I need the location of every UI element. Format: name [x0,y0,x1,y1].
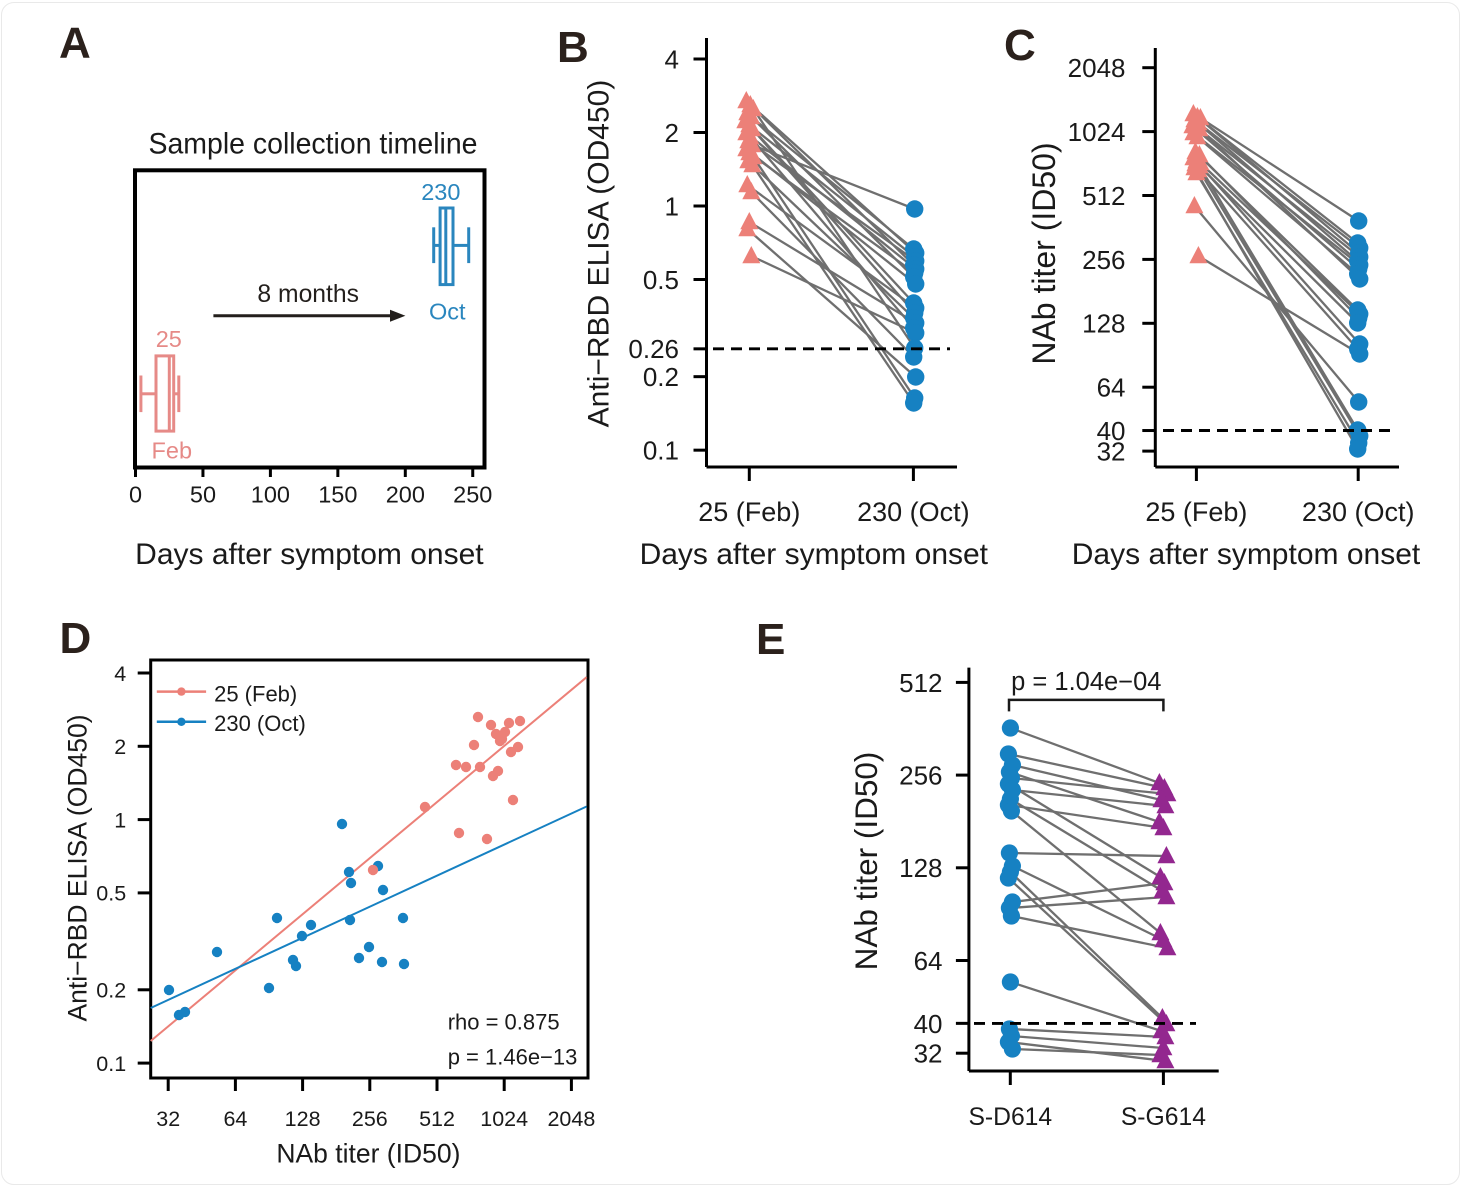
svg-text:25 (Feb): 25 (Feb) [214,682,297,707]
svg-text:200: 200 [386,482,425,508]
svg-text:64: 64 [914,946,943,976]
svg-text:512: 512 [899,668,942,698]
svg-text:512: 512 [419,1107,455,1131]
svg-text:230 (Oct): 230 (Oct) [857,497,970,527]
svg-text:2: 2 [114,735,126,759]
svg-text:32: 32 [914,1039,943,1069]
svg-text:256: 256 [899,761,942,791]
svg-text:S-G614: S-G614 [1121,1104,1206,1131]
svg-text:0.1: 0.1 [96,1052,126,1076]
svg-text:2048: 2048 [1068,53,1126,83]
svg-text:NAb titer (ID50): NAb titer (ID50) [1026,142,1062,364]
svg-text:0.2: 0.2 [643,362,679,392]
svg-text:230 (Oct): 230 (Oct) [1302,497,1415,527]
svg-text:0.5: 0.5 [643,265,679,295]
svg-text:4: 4 [114,662,126,686]
svg-text:0.1: 0.1 [643,436,679,466]
svg-text:64: 64 [223,1107,247,1131]
svg-text:S-D614: S-D614 [968,1104,1052,1131]
svg-text:1: 1 [114,808,126,832]
svg-text:Anti−RBD ELISA (OD450): Anti−RBD ELISA (OD450) [583,80,616,428]
svg-text:p = 1.04e−04: p = 1.04e−04 [1011,668,1161,696]
svg-text:128: 128 [1082,309,1125,339]
svg-text:230 (Oct): 230 (Oct) [214,711,306,736]
svg-text:Days after symptom onset: Days after symptom onset [1072,538,1421,571]
svg-text:32: 32 [1097,437,1126,467]
svg-text:Oct: Oct [429,299,466,325]
svg-text:C: C [1004,21,1036,70]
svg-text:128: 128 [899,853,942,883]
svg-text:rho = 0.875: rho = 0.875 [448,1010,560,1035]
svg-text:25 (Feb): 25 (Feb) [1145,497,1247,527]
svg-text:1024: 1024 [1068,117,1126,147]
svg-text:E: E [756,615,785,664]
svg-text:512: 512 [1082,181,1125,211]
svg-text:2048: 2048 [547,1107,595,1131]
svg-text:A: A [59,19,91,68]
svg-text:256: 256 [352,1107,388,1131]
svg-text:0: 0 [129,482,142,508]
svg-text:4: 4 [665,44,679,74]
svg-text:250: 250 [453,482,492,508]
svg-text:0.5: 0.5 [96,882,126,906]
svg-text:128: 128 [285,1107,321,1131]
svg-text:8 months: 8 months [257,281,359,308]
svg-text:2: 2 [665,118,679,148]
svg-text:25: 25 [156,326,182,352]
svg-text:50: 50 [190,482,216,508]
svg-text:Feb: Feb [152,437,193,463]
svg-text:1024: 1024 [480,1107,528,1131]
svg-text:D: D [60,614,92,663]
svg-text:1: 1 [665,191,679,221]
svg-text:Days after symptom onset: Days after symptom onset [640,538,989,571]
svg-text:p = 1.46e−13: p = 1.46e−13 [448,1044,578,1069]
svg-text:100: 100 [251,482,290,508]
svg-text:40: 40 [1097,416,1126,446]
svg-text:32: 32 [156,1107,180,1131]
svg-text:NAb titer (ID50): NAb titer (ID50) [276,1139,460,1169]
svg-text:25 (Feb): 25 (Feb) [698,497,800,527]
svg-text:Anti−RBD ELISA (OD450): Anti−RBD ELISA (OD450) [63,714,93,1021]
svg-text:40: 40 [914,1009,943,1039]
svg-text:Sample collection timeline: Sample collection timeline [149,127,478,160]
svg-text:B: B [557,23,589,72]
svg-text:Days after symptom onset: Days after symptom onset [135,538,484,571]
svg-text:230: 230 [421,179,460,205]
svg-text:0.26: 0.26 [628,334,679,364]
svg-text:64: 64 [1097,373,1126,403]
svg-text:0.2: 0.2 [96,979,126,1003]
svg-text:256: 256 [1082,245,1125,275]
svg-text:150: 150 [318,482,357,508]
svg-text:NAb titer (ID50): NAb titer (ID50) [848,752,884,971]
